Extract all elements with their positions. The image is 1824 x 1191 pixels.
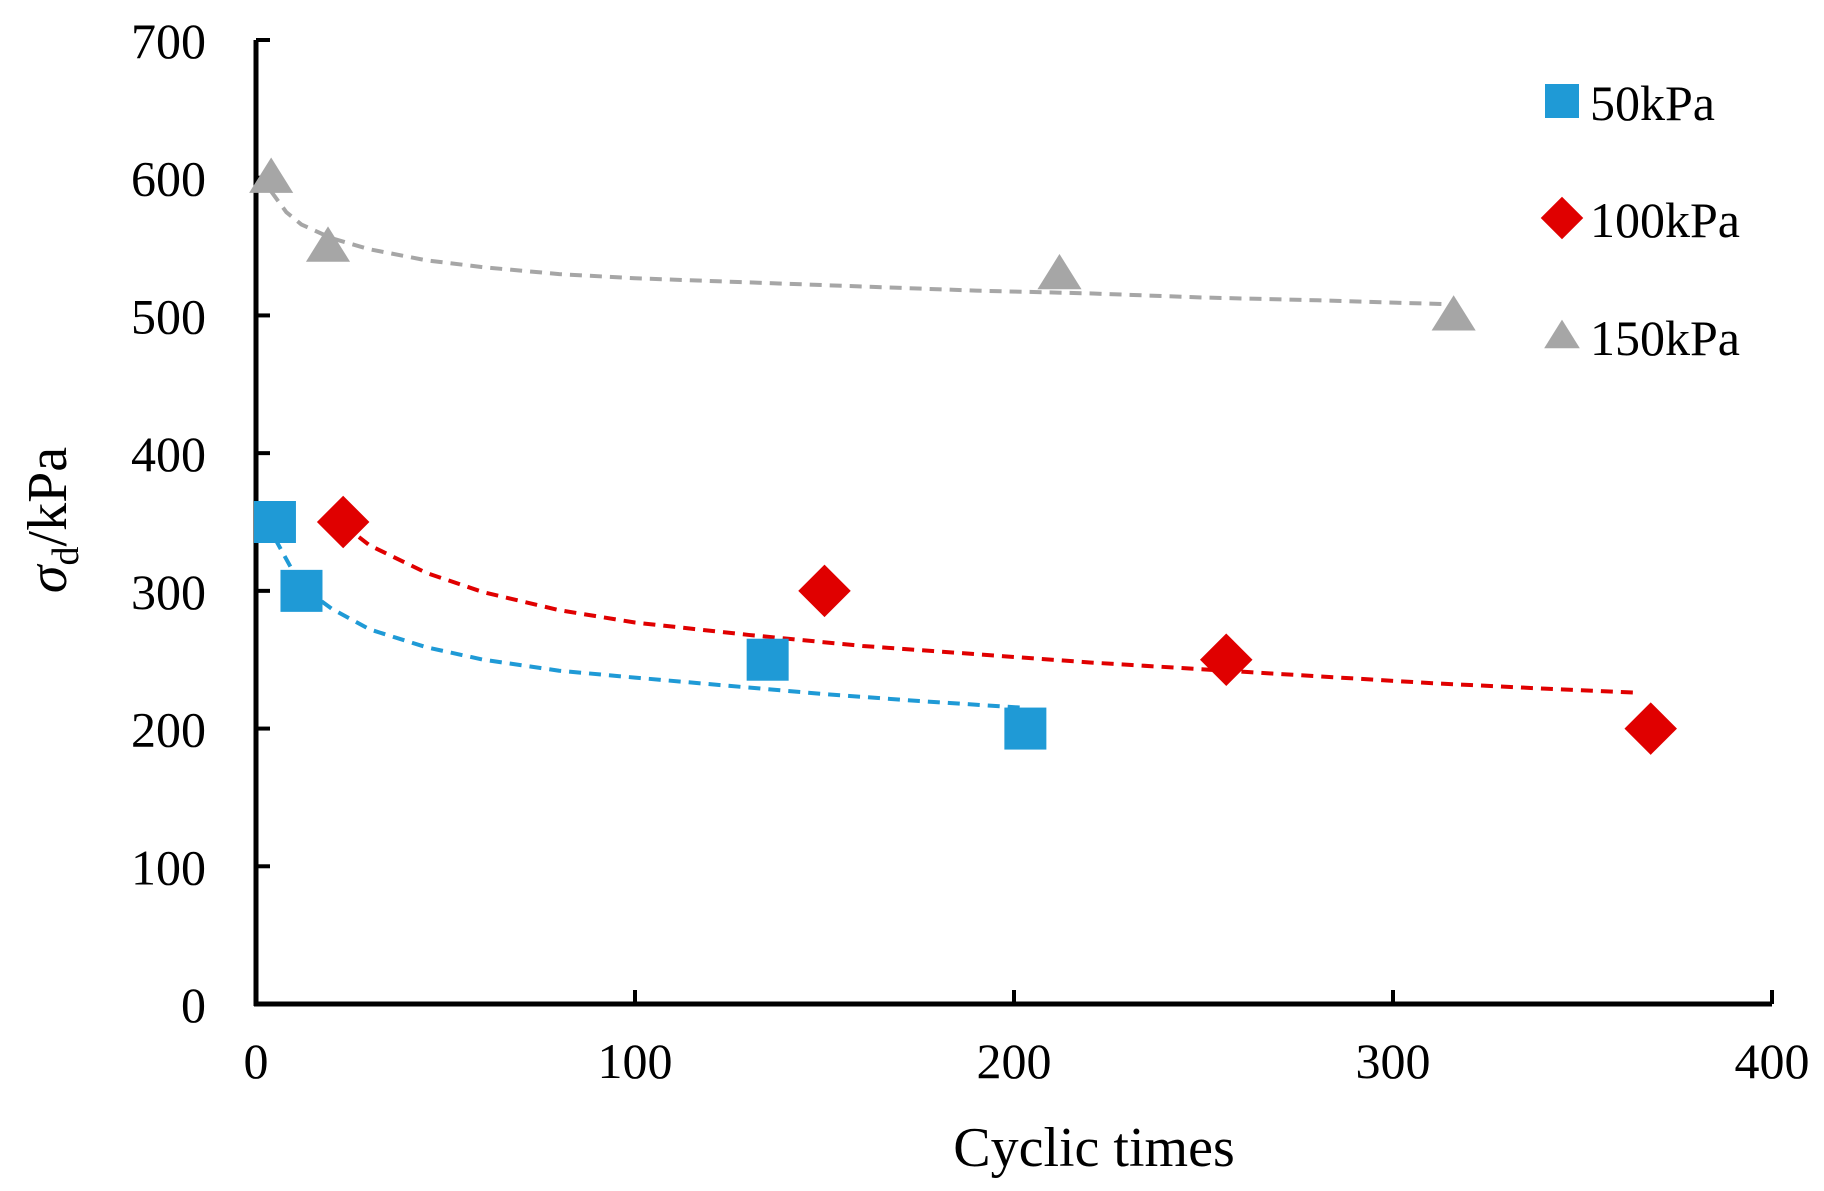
y-tick-label: 200 — [131, 702, 206, 758]
data-point-50kPa — [747, 639, 789, 681]
markers — [249, 158, 1677, 755]
data-point-150kPa — [1432, 295, 1476, 330]
data-point-50kPa — [254, 501, 296, 543]
legend-marker-100kPa — [1541, 197, 1584, 240]
data-point-50kPa — [1004, 708, 1046, 750]
data-point-150kPa — [306, 226, 350, 261]
y-tick-label: 0 — [181, 977, 206, 1033]
legend-label: 150kPa — [1590, 310, 1740, 366]
x-tick-label: 100 — [598, 1033, 673, 1089]
data-point-150kPa — [1037, 254, 1081, 289]
y-tick-label: 300 — [131, 564, 206, 620]
x-tick-label: 400 — [1735, 1033, 1810, 1089]
y-tick-label: 400 — [131, 426, 206, 482]
y-axis-subscript: d — [45, 546, 87, 565]
data-point-100kPa — [798, 565, 851, 618]
trendline-150kPa — [271, 191, 1453, 304]
axes — [254, 40, 1772, 1006]
legend-label: 50kPa — [1590, 75, 1715, 131]
legend-label: 100kPa — [1590, 192, 1740, 248]
legend-marker-150kPa — [1544, 320, 1580, 349]
y-axis-symbol: σ — [17, 563, 79, 593]
y-axis-unit: /kPa — [17, 447, 79, 547]
x-tick-label: 0 — [244, 1033, 269, 1089]
legend-marker-50kPa — [1545, 84, 1579, 118]
y-axis-title: σd/kPa — [17, 447, 87, 593]
y-tick-label: 100 — [131, 839, 206, 895]
chart: 0 100 200 300 400 0 100 200 300 400 500 600 700 Cycl… — [0, 0, 1824, 1191]
trendlines — [271, 191, 1639, 707]
x-tick-label: 300 — [1356, 1033, 1431, 1089]
data-point-50kPa — [280, 570, 322, 612]
y-tick-label: 700 — [131, 13, 206, 69]
data-point-100kPa — [1624, 702, 1677, 755]
y-tick-label: 600 — [131, 151, 206, 207]
y-tick-label: 500 — [131, 288, 206, 344]
x-axis-title: Cyclic times — [953, 1117, 1235, 1179]
x-tick-label: 200 — [977, 1033, 1052, 1089]
legend: 50kPa 100kPa 150kPa — [1541, 75, 1740, 366]
data-point-100kPa — [1200, 633, 1253, 686]
